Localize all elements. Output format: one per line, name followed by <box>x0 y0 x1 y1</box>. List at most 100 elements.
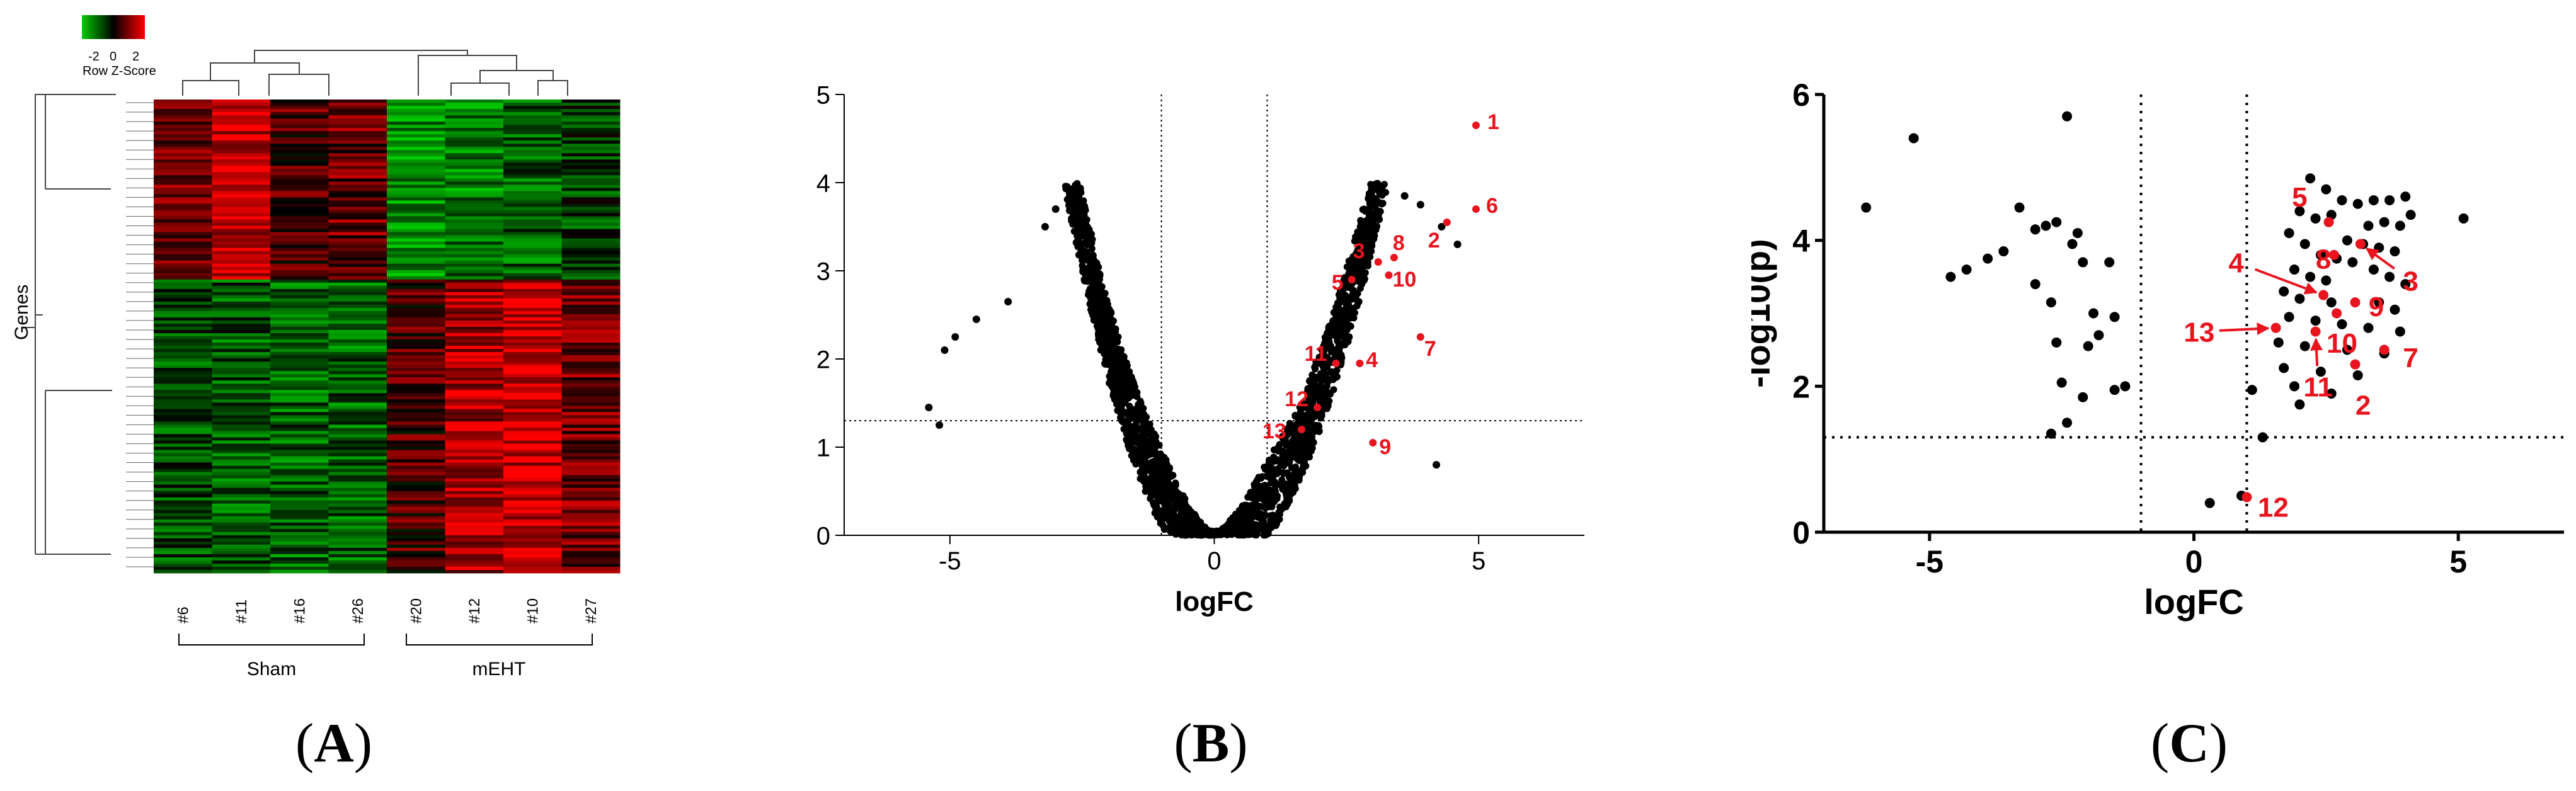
heatmap-cell <box>212 541 271 545</box>
heatmap-cell <box>445 323 504 327</box>
heatmap-cell <box>387 169 445 173</box>
heatmap-cell <box>561 257 621 261</box>
heatmap-cell <box>212 213 271 217</box>
data-point <box>1262 504 1269 512</box>
heatmap-cell <box>561 528 621 533</box>
data-point <box>1351 309 1358 317</box>
heatmap-cell <box>154 317 212 321</box>
heatmap-cell <box>154 320 212 324</box>
data-point <box>1353 302 1361 310</box>
heatmap-cell <box>154 544 212 549</box>
data-point <box>2337 195 2347 205</box>
data-point <box>1101 339 1108 347</box>
data-point <box>1065 190 1073 197</box>
heatmap-cell <box>561 491 621 495</box>
heatmap-cell <box>270 304 329 309</box>
data-point <box>1151 444 1159 452</box>
heatmap-svg: -2 0 2 Row Z-Score <box>11 15 621 680</box>
heatmap-cell <box>445 465 504 469</box>
heatmap-cell <box>212 440 271 444</box>
data-point <box>1114 386 1121 394</box>
data-point <box>1081 205 1089 212</box>
heatmap-cell <box>328 402 387 406</box>
heatmap-cell <box>212 506 271 511</box>
heatmap-cell <box>328 396 387 400</box>
heatmap-cell <box>445 254 504 258</box>
data-point <box>1088 245 1096 253</box>
heatmap-cell <box>387 216 445 220</box>
data-point <box>1305 399 1313 406</box>
heatmap-cell <box>387 469 445 472</box>
heatmap-cell <box>561 244 621 249</box>
heatmap-cell <box>212 418 271 422</box>
heatmap-cell <box>328 532 387 536</box>
heatmap-cell <box>503 566 562 571</box>
data-point <box>1334 338 1341 345</box>
heatmap-cell <box>503 235 562 239</box>
data-point <box>1284 457 1291 464</box>
heatmap-cell <box>328 200 387 204</box>
data-point <box>1371 202 1379 210</box>
heatmap-cell <box>503 450 562 453</box>
heatmap-cell <box>212 292 271 296</box>
data-point <box>1311 413 1319 421</box>
heatmap-cell <box>503 159 562 163</box>
heatmap-cell <box>387 263 445 268</box>
heatmap-cell <box>387 456 445 460</box>
heatmap-cell <box>328 282 387 287</box>
data-point <box>1304 436 1312 443</box>
heatmap-cell <box>503 509 562 514</box>
heatmap-cell <box>154 402 212 406</box>
data-point <box>1065 202 1073 209</box>
heatmap-cell <box>503 522 562 526</box>
heatmap-cell <box>270 374 329 378</box>
heatmap-cell <box>445 162 504 166</box>
data-point <box>2321 275 2332 286</box>
heatmap-cell <box>445 409 504 413</box>
heatmap-cell <box>328 415 387 419</box>
data-point <box>1352 293 1360 301</box>
heatmap-cell <box>387 506 445 511</box>
data-point <box>1372 215 1380 223</box>
heatmap-cell <box>503 387 562 390</box>
heatmap-cell <box>445 156 504 160</box>
heatmap-cell <box>212 566 271 571</box>
heatmap-cell <box>270 115 329 119</box>
heatmap-cell <box>561 365 621 368</box>
data-point <box>2093 330 2104 341</box>
heatmap-cell <box>328 147 387 151</box>
heatmap-cell <box>212 197 271 201</box>
heatmap-cell <box>387 137 445 141</box>
heatmap-cell <box>328 125 387 128</box>
heatmap-cell <box>212 270 271 274</box>
heatmap-cell <box>503 368 562 372</box>
data-point <box>1167 472 1175 480</box>
heatmap-cell <box>212 191 271 195</box>
heatmap-cell <box>445 447 504 450</box>
heatmap-cell <box>270 109 329 113</box>
heatmap-cell <box>445 513 504 517</box>
heatmap-cell <box>445 175 504 179</box>
heatmap-cell <box>328 295 387 299</box>
heatmap-cell <box>503 225 562 229</box>
heatmap-cell <box>270 544 329 549</box>
heatmap-cell <box>154 491 212 495</box>
heatmap-cell <box>561 292 621 296</box>
heatmap-cell <box>561 317 621 321</box>
heatmap-cell <box>387 329 445 334</box>
gene-label: 8 <box>1393 231 1405 255</box>
heatmap-cell <box>328 162 387 166</box>
heatmap-cell <box>503 329 562 334</box>
heatmap-cell <box>445 371 504 375</box>
data-point <box>1364 262 1371 270</box>
heatmap-cell <box>445 557 504 561</box>
heatmap-cell <box>212 513 271 517</box>
heatmap-cell <box>328 424 387 428</box>
heatmap-cell <box>270 203 329 207</box>
heatmap-cell <box>270 481 329 486</box>
heatmap-cell <box>270 248 329 252</box>
data-point <box>2299 239 2310 249</box>
heatmap-cell <box>387 541 445 545</box>
data-point <box>1073 207 1081 215</box>
heatmap-cell <box>270 418 329 422</box>
